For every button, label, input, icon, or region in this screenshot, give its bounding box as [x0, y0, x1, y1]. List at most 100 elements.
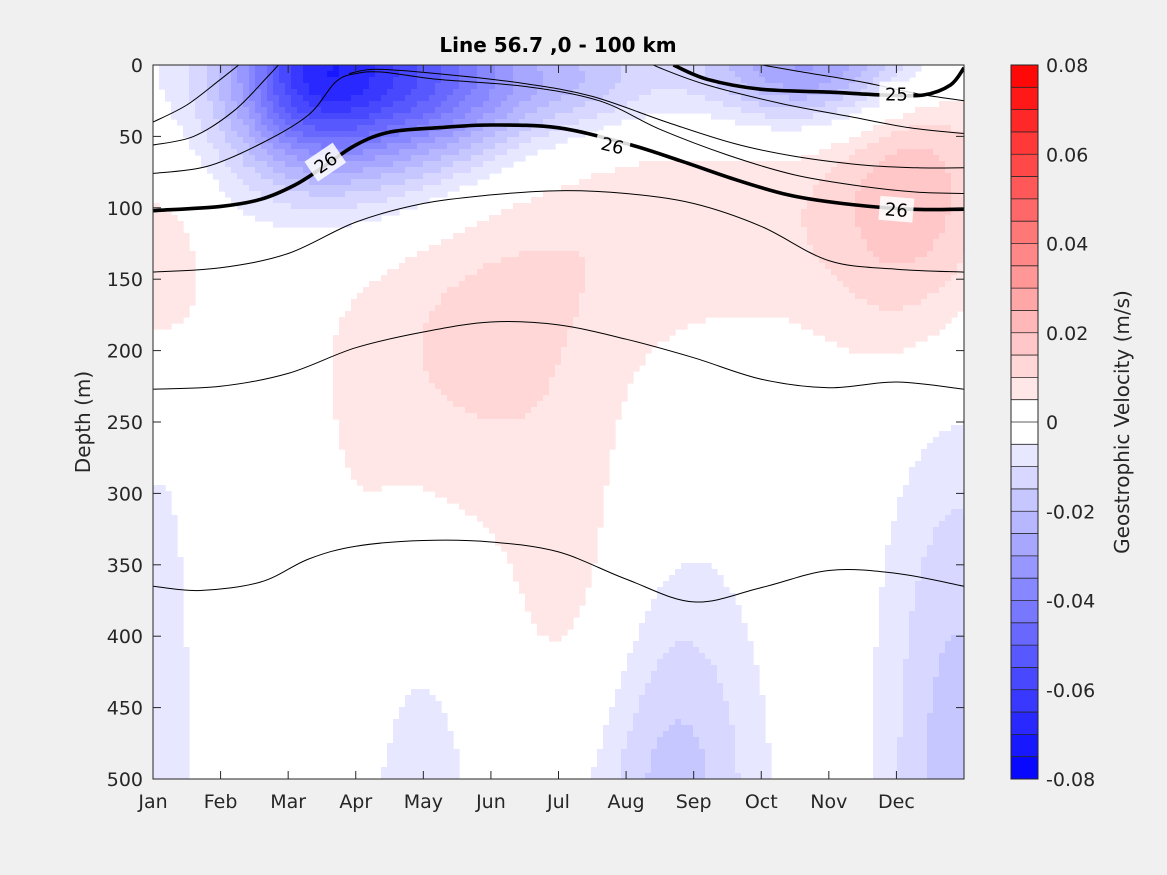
velocity-cell [165, 95, 172, 102]
velocity-cell [177, 269, 184, 276]
velocity-cell [789, 233, 796, 240]
velocity-cell [801, 197, 808, 204]
velocity-cell [423, 353, 430, 360]
velocity-cell [525, 65, 532, 72]
velocity-cell [819, 155, 826, 162]
velocity-cell [369, 125, 376, 132]
velocity-cell [525, 83, 532, 90]
velocity-cell [387, 209, 394, 216]
velocity-cell [543, 203, 550, 210]
velocity-cell [435, 299, 442, 306]
velocity-cell [603, 173, 610, 180]
velocity-cell [411, 71, 418, 78]
velocity-cell [891, 287, 898, 294]
velocity-cell [507, 137, 514, 144]
velocity-cell [867, 155, 874, 162]
velocity-cell [921, 161, 928, 168]
velocity-cell [909, 227, 916, 234]
velocity-cell [285, 167, 292, 174]
velocity-cell [591, 359, 598, 366]
velocity-cell [555, 197, 562, 204]
velocity-cell [189, 65, 196, 72]
velocity-cell [567, 311, 574, 318]
velocity-cell [465, 323, 472, 330]
velocity-cell [405, 101, 412, 108]
velocity-cell [315, 221, 322, 228]
velocity-cell [363, 89, 370, 96]
velocity-cell [921, 227, 928, 234]
velocity-cell [579, 305, 586, 312]
velocity-cell [849, 293, 856, 300]
velocity-cell [423, 335, 430, 342]
velocity-cell [393, 173, 400, 180]
velocity-cell [585, 107, 592, 114]
velocity-cell [711, 293, 718, 300]
velocity-cell [381, 275, 388, 282]
velocity-cell [393, 269, 400, 276]
velocity-cell [627, 167, 634, 174]
velocity-cell [219, 149, 226, 156]
velocity-cell [777, 293, 784, 300]
velocity-cell [417, 185, 424, 192]
velocity-cell [915, 239, 922, 246]
velocity-cell [171, 71, 178, 78]
velocity-cell [621, 65, 628, 72]
velocity-cell [699, 299, 706, 306]
velocity-cell [819, 185, 826, 192]
velocity-cell [675, 275, 682, 282]
velocity-cell [543, 239, 550, 246]
velocity-cell [795, 77, 802, 84]
velocity-cell [873, 257, 880, 264]
velocity-cell [885, 137, 892, 144]
velocity-cell [453, 131, 460, 138]
velocity-cell [879, 173, 886, 180]
velocity-cell [387, 71, 394, 78]
velocity-cell [435, 113, 442, 120]
velocity-cell [891, 221, 898, 228]
velocity-cell [315, 197, 322, 204]
velocity-cell [915, 215, 922, 222]
velocity-cell [333, 173, 340, 180]
velocity-cell [861, 89, 868, 96]
velocity-cell [525, 281, 532, 288]
velocity-cell [591, 119, 598, 126]
velocity-cell [645, 167, 652, 174]
velocity-cell [375, 341, 382, 348]
velocity-cell [357, 215, 364, 222]
velocity-cell [843, 299, 850, 306]
velocity-cell [375, 329, 382, 336]
velocity-cell [279, 125, 286, 132]
velocity-cell [795, 107, 802, 114]
velocity-cell [543, 83, 550, 90]
velocity-cell [615, 173, 622, 180]
velocity-cell [933, 107, 940, 114]
velocity-cell [357, 185, 364, 192]
velocity-cell [705, 185, 712, 192]
velocity-cell [777, 113, 784, 120]
velocity-cell [837, 227, 844, 234]
velocity-cell [855, 185, 862, 192]
velocity-cell [687, 251, 694, 258]
velocity-cell [633, 173, 640, 180]
velocity-cell [429, 317, 436, 324]
velocity-cell [225, 155, 232, 162]
velocity-cell [585, 347, 592, 354]
velocity-cell [765, 173, 772, 180]
velocity-cell [837, 71, 844, 78]
velocity-cell [621, 281, 628, 288]
velocity-cell [159, 209, 166, 216]
velocity-cell [195, 83, 202, 90]
velocity-cell [621, 89, 628, 96]
velocity-cell [423, 305, 430, 312]
velocity-cell [603, 323, 610, 330]
velocity-cell [507, 251, 514, 258]
velocity-cell [375, 209, 382, 216]
velocity-cell [639, 113, 646, 120]
velocity-cell [873, 305, 880, 312]
velocity-cell [825, 215, 832, 222]
velocity-cell [591, 89, 598, 96]
velocity-cell [855, 299, 862, 306]
velocity-cell [387, 77, 394, 84]
velocity-cell [423, 71, 430, 78]
